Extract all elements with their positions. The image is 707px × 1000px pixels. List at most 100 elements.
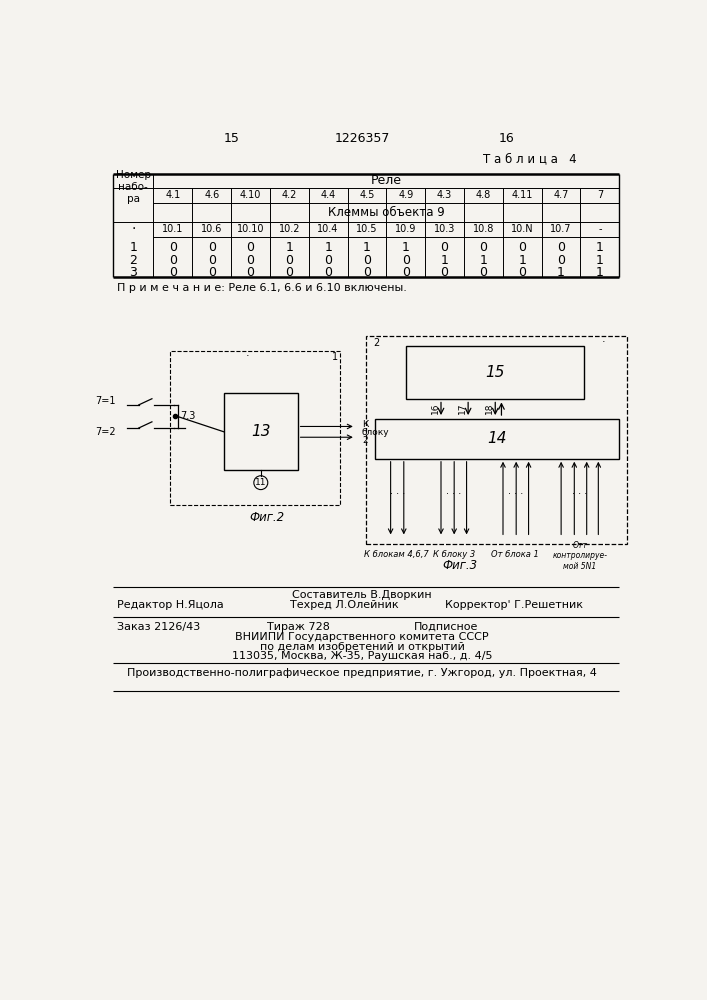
- Text: · · ·: · · ·: [446, 489, 462, 499]
- Text: по делам изобретений и открытий: по делам изобретений и открытий: [259, 642, 464, 652]
- Text: 1: 1: [286, 241, 293, 254]
- Text: 4.2: 4.2: [281, 190, 297, 200]
- Text: блоку: блоку: [362, 428, 390, 437]
- Text: 13: 13: [251, 424, 271, 439]
- Text: 7: 7: [597, 190, 603, 200]
- Text: 2: 2: [129, 254, 137, 267]
- Text: 7=1: 7=1: [95, 396, 115, 406]
- Text: Фиг.2: Фиг.2: [249, 511, 284, 524]
- Text: 4.10: 4.10: [240, 190, 261, 200]
- Text: От блока 1: От блока 1: [491, 550, 539, 559]
- Text: Реле: Реле: [371, 174, 402, 187]
- Text: · · ·: · · ·: [573, 489, 588, 499]
- Text: Заказ 2126/43: Заказ 2126/43: [117, 622, 200, 632]
- Text: 0: 0: [247, 254, 255, 267]
- Text: 1: 1: [479, 254, 487, 267]
- Text: 1: 1: [518, 254, 526, 267]
- Text: 3: 3: [129, 266, 137, 279]
- Text: 18: 18: [485, 403, 494, 414]
- Text: 0: 0: [208, 266, 216, 279]
- Text: 10.10: 10.10: [237, 224, 264, 234]
- Text: ВНИИПИ Государственного комитета СССР: ВНИИПИ Государственного комитета СССР: [235, 632, 489, 642]
- Text: 0: 0: [247, 266, 255, 279]
- Bar: [406, 346, 585, 399]
- Text: 15: 15: [224, 132, 240, 145]
- Text: Производственно-полиграфическое предприятие, г. Ужгород, ул. Проектная, 4: Производственно-полиграфическое предприя…: [127, 668, 597, 678]
- Text: 1: 1: [363, 241, 371, 254]
- Text: 4.3: 4.3: [437, 190, 452, 200]
- Text: 0: 0: [479, 241, 487, 254]
- Text: 113035, Москва, Ж-35, Раушская наб., д. 4/5: 113035, Москва, Ж-35, Раушская наб., д. …: [232, 651, 492, 661]
- Text: 0: 0: [208, 254, 216, 267]
- Text: Клеммы объекта 9: Клеммы объекта 9: [328, 206, 445, 219]
- Text: 4.11: 4.11: [512, 190, 533, 200]
- Text: 4.9: 4.9: [398, 190, 414, 200]
- Text: 10.9: 10.9: [395, 224, 416, 234]
- Text: 4.6: 4.6: [204, 190, 219, 200]
- Text: Номер
набо-
ра: Номер набо- ра: [116, 170, 151, 204]
- Text: 10.1: 10.1: [162, 224, 184, 234]
- Text: 1: 1: [332, 352, 338, 362]
- Text: 10.5: 10.5: [356, 224, 378, 234]
- Text: 0: 0: [402, 254, 410, 267]
- Text: 0: 0: [247, 241, 255, 254]
- Text: 0: 0: [557, 254, 565, 267]
- Text: ·: ·: [245, 351, 249, 361]
- Text: 1: 1: [129, 241, 137, 254]
- Text: 2: 2: [362, 436, 368, 445]
- Text: 2: 2: [373, 338, 379, 348]
- Text: · · ·: · · ·: [508, 489, 524, 499]
- Text: Редактор Н.Яцола: Редактор Н.Яцола: [117, 600, 224, 610]
- Text: Отт
контролируе-
мой 5N1: Отт контролируе- мой 5N1: [552, 541, 607, 571]
- Text: Корректор' Г.Решетник: Корректор' Г.Решетник: [445, 600, 583, 610]
- Text: 10.N: 10.N: [511, 224, 534, 234]
- Text: -: -: [598, 224, 602, 234]
- Text: Подписное: Подписное: [414, 622, 478, 632]
- Text: Составитель В.Дворкин: Составитель В.Дворкин: [292, 590, 432, 600]
- Text: К блокам 4,6,7: К блокам 4,6,7: [364, 550, 429, 559]
- Text: 4.7: 4.7: [554, 190, 568, 200]
- Text: Техред Л.Олейник: Техред Л.Олейник: [290, 600, 399, 610]
- Text: 1: 1: [402, 241, 410, 254]
- Text: 1: 1: [325, 241, 332, 254]
- Text: 17: 17: [458, 403, 467, 414]
- Text: · · ·: · · ·: [390, 489, 405, 499]
- Text: Т а б л и ц а   4: Т а б л и ц а 4: [483, 152, 577, 165]
- Text: 7.3: 7.3: [180, 411, 195, 421]
- Text: 14: 14: [487, 431, 507, 446]
- Text: 7=2: 7=2: [95, 427, 115, 437]
- Text: 0: 0: [363, 266, 371, 279]
- Text: К блоку 3: К блоку 3: [433, 550, 475, 559]
- Text: ·: ·: [602, 337, 606, 347]
- Text: 1: 1: [596, 266, 604, 279]
- Text: 0: 0: [208, 241, 216, 254]
- Text: 1: 1: [440, 254, 448, 267]
- Text: 1: 1: [596, 241, 604, 254]
- Text: 4.8: 4.8: [476, 190, 491, 200]
- Bar: [366, 336, 627, 544]
- Text: 10.3: 10.3: [434, 224, 455, 234]
- Text: 0: 0: [286, 254, 293, 267]
- Text: 0: 0: [440, 266, 448, 279]
- Text: 1: 1: [596, 254, 604, 267]
- Text: Фиг.3: Фиг.3: [443, 559, 478, 572]
- Text: 0: 0: [557, 241, 565, 254]
- Text: 10.6: 10.6: [201, 224, 223, 234]
- Text: 0: 0: [363, 254, 371, 267]
- Text: ·: ·: [131, 222, 136, 236]
- Text: 0: 0: [402, 266, 410, 279]
- Text: 4.1: 4.1: [165, 190, 180, 200]
- Text: 15: 15: [486, 365, 505, 380]
- Bar: [170, 351, 340, 505]
- Text: 0: 0: [440, 241, 448, 254]
- Text: 0: 0: [169, 241, 177, 254]
- Text: 1226357: 1226357: [334, 132, 390, 145]
- Text: 16: 16: [431, 403, 440, 414]
- Text: 0: 0: [518, 266, 526, 279]
- Text: 16: 16: [499, 132, 515, 145]
- Text: 10.8: 10.8: [473, 224, 494, 234]
- Text: 10.2: 10.2: [279, 224, 300, 234]
- Text: 11: 11: [255, 478, 267, 487]
- Text: 10.4: 10.4: [317, 224, 339, 234]
- Text: 1: 1: [557, 266, 565, 279]
